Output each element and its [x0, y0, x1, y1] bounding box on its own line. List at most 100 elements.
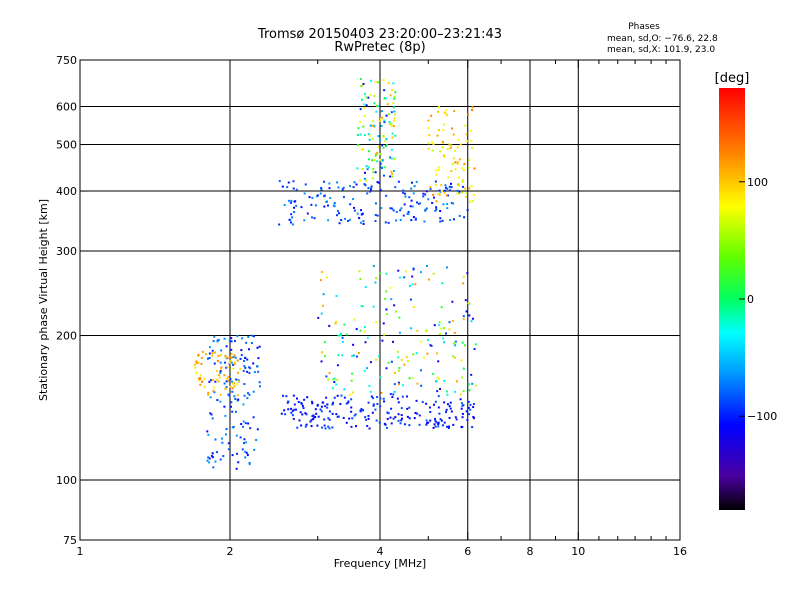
echo-point — [197, 361, 200, 364]
echo-point — [213, 391, 216, 394]
echo-point — [450, 410, 453, 413]
echo-point — [452, 218, 455, 221]
echo-point — [460, 402, 463, 405]
echo-point — [434, 180, 437, 183]
echo-point — [291, 409, 294, 412]
echo-point — [429, 419, 432, 422]
echo-point — [450, 201, 453, 204]
echo-point — [366, 168, 369, 171]
echo-point — [334, 322, 337, 325]
echo-point — [363, 177, 366, 180]
echo-point — [392, 209, 395, 212]
echo-point — [375, 104, 378, 107]
echo-point — [472, 417, 475, 420]
echo-point — [392, 119, 395, 122]
echo-point — [440, 327, 443, 330]
echo-point — [376, 151, 379, 154]
echo-point — [359, 179, 362, 182]
echo-point — [243, 359, 246, 362]
echo-point — [241, 337, 244, 340]
echo-point — [323, 341, 326, 344]
echo-point — [207, 391, 210, 394]
echo-point — [385, 194, 388, 197]
echo-point — [471, 382, 474, 385]
echo-point — [448, 321, 451, 324]
echo-point — [429, 344, 432, 347]
echo-point — [344, 217, 347, 220]
echo-point — [399, 218, 402, 221]
echo-point — [340, 394, 343, 397]
echo-point — [447, 426, 450, 429]
echo-point — [328, 182, 331, 185]
echo-point — [383, 166, 386, 169]
echo-point — [366, 192, 369, 195]
echo-point — [369, 93, 372, 96]
echo-point — [312, 414, 315, 417]
echo-point — [314, 204, 317, 207]
echo-point — [395, 219, 398, 222]
echo-point — [427, 142, 430, 145]
echo-point — [248, 461, 251, 464]
echo-point — [323, 195, 326, 198]
echo-point — [291, 223, 294, 226]
echo-point — [406, 407, 409, 410]
echo-point — [454, 416, 457, 419]
echo-point — [415, 399, 418, 402]
echo-point — [413, 305, 416, 308]
echo-point — [467, 166, 470, 169]
echo-point — [462, 367, 465, 370]
echo-point — [445, 332, 448, 335]
echo-point — [350, 398, 353, 401]
echo-point — [463, 344, 466, 347]
echo-point — [320, 405, 323, 408]
echo-point — [320, 187, 323, 190]
echo-point — [296, 426, 299, 429]
echo-point — [372, 265, 375, 268]
echo-point — [360, 98, 363, 101]
echo-point — [292, 180, 295, 183]
echo-point — [406, 360, 409, 363]
echo-point — [240, 423, 243, 426]
echo-point — [308, 196, 311, 199]
x-tick-label: 8 — [527, 545, 534, 558]
echo-point — [408, 424, 411, 427]
echo-point — [237, 380, 240, 383]
echo-point — [359, 108, 362, 111]
echo-point — [394, 416, 397, 419]
echo-point — [359, 410, 362, 413]
echo-point — [243, 365, 246, 368]
echo-point — [247, 392, 250, 395]
echo-point — [221, 441, 224, 444]
echo-point — [369, 79, 372, 82]
y-tick-label: 750 — [56, 54, 77, 67]
echo-point — [422, 356, 425, 359]
echo-point — [348, 218, 351, 221]
echo-point — [245, 441, 248, 444]
echo-point — [216, 340, 219, 343]
echo-point — [327, 425, 330, 428]
echo-point — [237, 371, 240, 374]
echo-point — [231, 454, 234, 457]
echo-point — [399, 209, 402, 212]
echo-point — [441, 219, 444, 222]
echo-point — [443, 341, 446, 344]
echo-point — [367, 187, 370, 190]
echo-point — [365, 367, 368, 370]
echo-point — [303, 219, 306, 222]
echo-point — [453, 110, 456, 113]
echo-point — [291, 414, 294, 417]
echo-point — [362, 222, 365, 225]
echo-point — [459, 393, 462, 396]
echo-point — [332, 401, 335, 404]
echo-point — [443, 189, 446, 192]
echo-point — [428, 406, 431, 409]
echo-point — [214, 460, 217, 463]
echo-point — [466, 419, 469, 422]
echo-point — [457, 183, 460, 186]
echo-point — [225, 357, 228, 360]
echo-point — [224, 433, 227, 436]
echo-point — [458, 158, 461, 161]
echo-point — [278, 223, 281, 226]
echo-point — [416, 201, 419, 204]
y-tick-label: 500 — [56, 139, 77, 152]
